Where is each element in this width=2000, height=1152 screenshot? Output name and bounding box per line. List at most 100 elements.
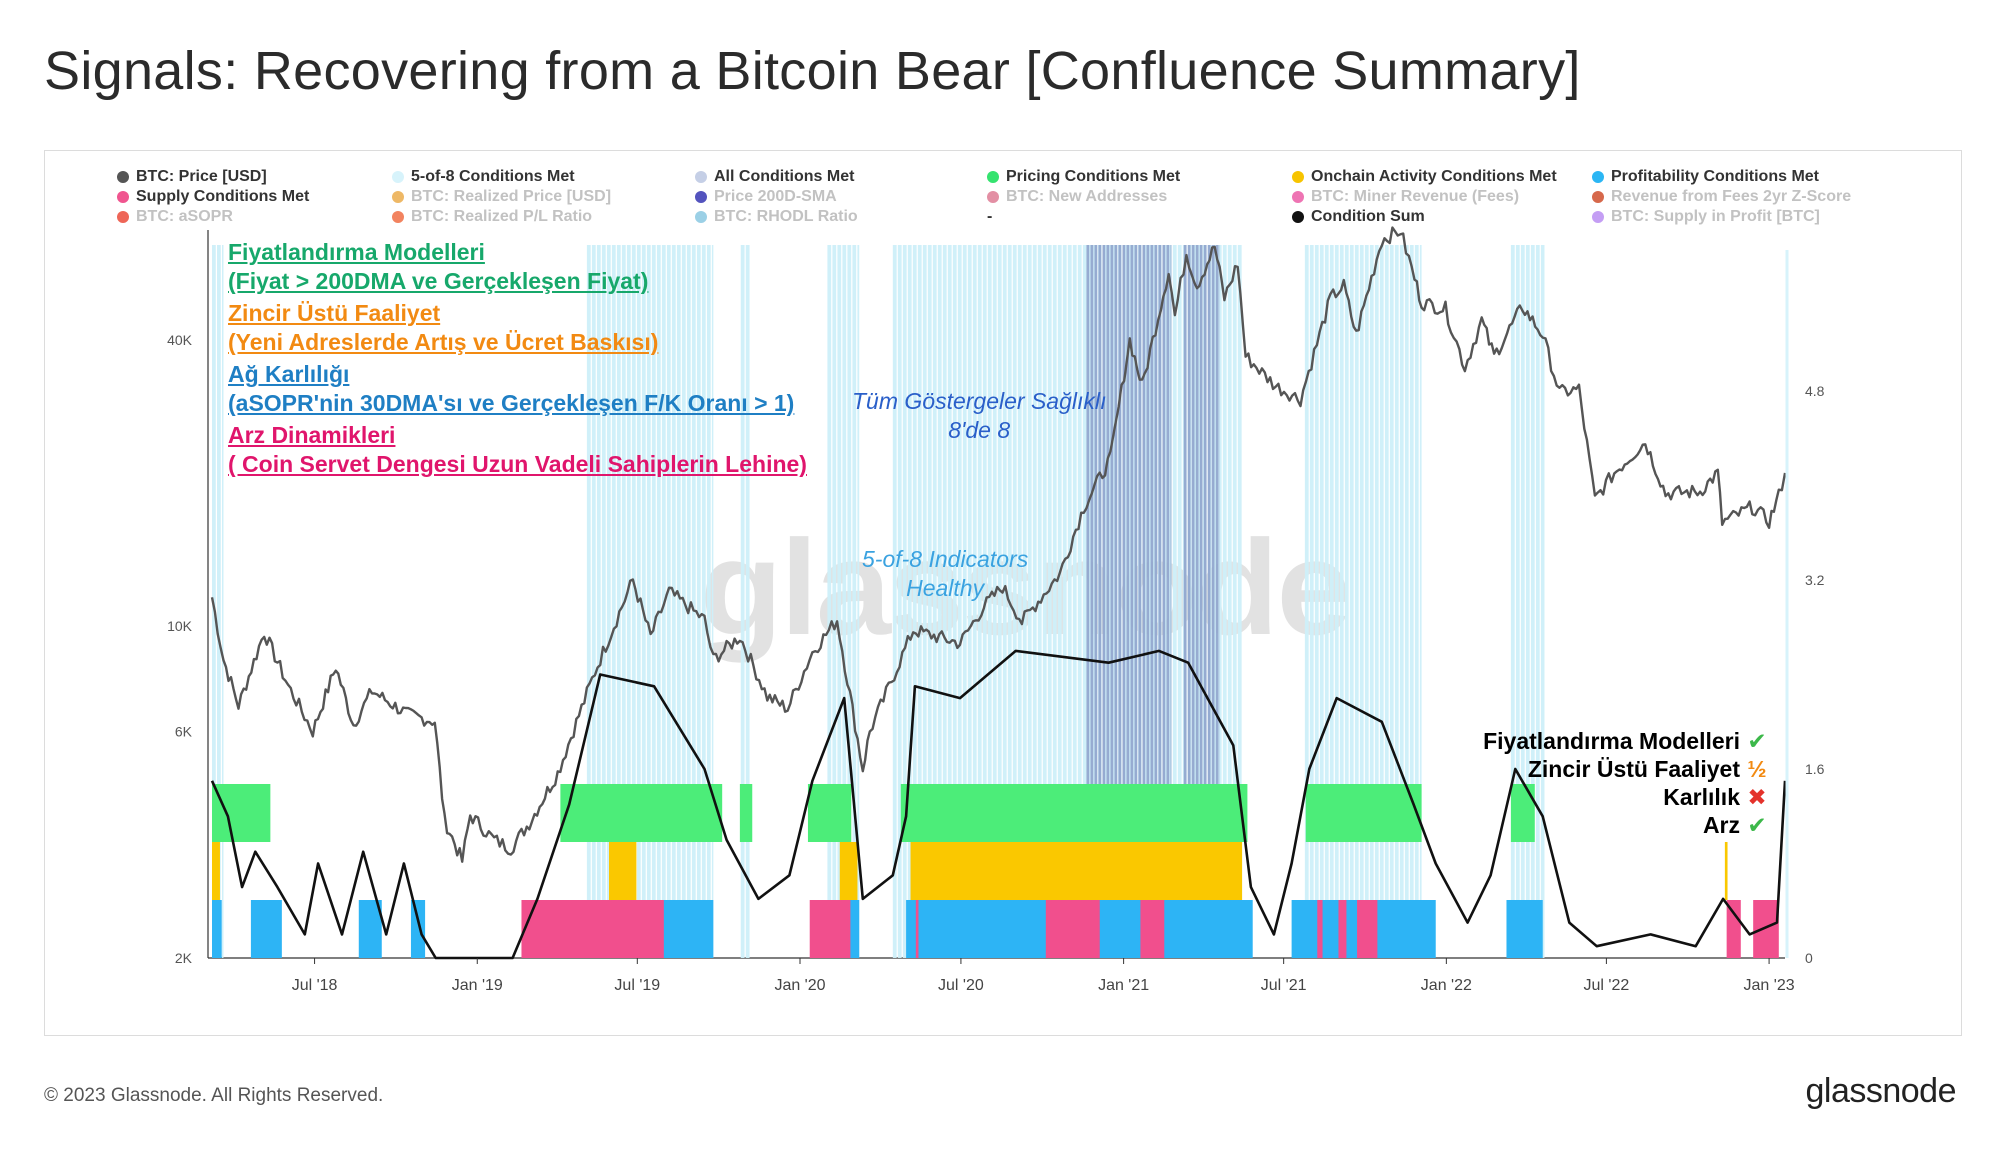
legend-dot-icon (1592, 211, 1604, 223)
condition-band-bar (917, 245, 922, 958)
legend-label: BTC: Realized Price [USD] (411, 188, 612, 205)
condition-band-bar (957, 245, 962, 958)
legend-item[interactable]: Profitability Conditions Met (1592, 168, 1819, 186)
condition-block (609, 842, 637, 900)
condition-band-bar (217, 245, 221, 958)
condition-band-bar (1199, 245, 1203, 958)
summary-status-icon: ½ (1747, 756, 1767, 782)
condition-band-bar (1187, 245, 1191, 958)
legend-item[interactable]: All Conditions Met (695, 168, 854, 186)
condition-band-bar (1170, 245, 1172, 958)
legend-label: BTC: Miner Revenue (Fees) (1311, 188, 1520, 205)
condition-band-bar (857, 245, 860, 958)
condition-block (1045, 900, 1100, 958)
condition-band-bar (997, 245, 1002, 958)
condition-band-bar (1530, 245, 1535, 958)
condition-band-bar (1414, 245, 1419, 958)
legend-item[interactable]: BTC: New Addresses (987, 188, 1167, 206)
condition-band-bar (1222, 245, 1227, 958)
condition-band-bar (656, 245, 661, 958)
condition-band-bar (222, 245, 224, 958)
condition-band-group (1086, 245, 1220, 958)
legend-dot-icon (392, 191, 404, 203)
condition-band-bar (1510, 245, 1515, 958)
condition-band-bar (1379, 245, 1384, 958)
indicator-explanation-line: (Yeni Adreslerde Artış ve Ücret Baskısı) (228, 329, 659, 355)
legend-item[interactable]: 5-of-8 Conditions Met (392, 168, 575, 186)
condition-band-bar (902, 245, 907, 958)
condition-band-bar (1102, 245, 1106, 958)
condition-band-bar (1203, 245, 1207, 958)
condition-band-bar (1540, 245, 1545, 958)
condition-band-bar (1150, 245, 1154, 958)
condition-band-bar (1359, 245, 1364, 958)
condition-band-bar (1107, 245, 1112, 958)
glassnode-logo: glassnode (1805, 1072, 1956, 1110)
legend-item[interactable]: BTC: Price [USD] (117, 168, 267, 186)
x-tick-label: Jan '21 (1098, 977, 1149, 994)
condition-band-bar (912, 245, 917, 958)
condition-band-bar (1082, 245, 1087, 958)
legend-item[interactable]: BTC: Realized Price [USD] (392, 188, 611, 206)
legend-item[interactable]: Supply Conditions Met (117, 188, 309, 206)
x-tick-label: Jan '22 (1421, 977, 1472, 994)
legend-dot-icon (1292, 191, 1304, 203)
legend-label: BTC: New Addresses (1006, 188, 1168, 205)
condition-band-bar (1515, 245, 1520, 958)
condition-band-bar (827, 245, 832, 958)
indicator-explanation-line: ( Coin Servet Dengesi Uzun Vadeli Sahipl… (228, 451, 807, 477)
condition-block (212, 900, 222, 958)
condition-band-bar (631, 245, 636, 958)
condition-band-bar (1166, 245, 1170, 958)
legend-item[interactable]: Onchain Activity Conditions Met (1292, 168, 1557, 186)
condition-band-bar (1334, 245, 1339, 958)
condition-block (900, 784, 1248, 842)
legend-item[interactable]: BTC: aSOPR (117, 208, 233, 226)
condition-band-bar (937, 245, 942, 958)
legend-item[interactable]: Price 200D-SMA (695, 188, 837, 206)
legend-label: Price 200D-SMA (714, 188, 837, 205)
legend-dot-icon (987, 171, 999, 183)
five-of-eight-note: 5-of-8 Indicators Healthy (862, 545, 1028, 603)
condition-band-bar (1344, 245, 1349, 958)
indicator-explanation-line: Ağ Karlılığı (228, 361, 350, 387)
legend-label: BTC: aSOPR (136, 208, 233, 225)
condition-band-bar (676, 245, 681, 958)
legend-item[interactable]: Revenue from Fees 2yr Z-Score (1592, 188, 1851, 206)
legend-item[interactable]: - (987, 208, 992, 226)
condition-band-bar (1086, 245, 1090, 958)
condition-band-bar (606, 245, 611, 958)
condition-band-bar (1374, 245, 1379, 958)
legend-item[interactable]: Pricing Conditions Met (987, 168, 1180, 186)
condition-band-bar (932, 245, 937, 958)
condition-block (250, 900, 282, 958)
legend-dot-icon (1292, 171, 1304, 183)
condition-band-bar (1419, 245, 1422, 958)
condition-band-bar (847, 245, 852, 958)
summary-label: Zincir Üstü Faaliyet (1527, 756, 1740, 782)
condition-block (1510, 784, 1535, 842)
condition-band-bar (591, 245, 596, 958)
condition-band-bar (1127, 245, 1132, 958)
condition-band-bar (962, 245, 967, 958)
condition-band-bar (1002, 245, 1007, 958)
condition-block (1140, 900, 1165, 958)
summary-status-icon: ✔ (1747, 812, 1767, 838)
condition-block (410, 900, 426, 958)
condition-band-bar (1122, 245, 1126, 958)
condition-band-bar (1106, 245, 1110, 958)
legend-item[interactable]: BTC: Realized P/L Ratio (392, 208, 592, 226)
condition-band-bar (1090, 245, 1094, 958)
condition-band-bar (1130, 245, 1134, 958)
legend-item[interactable]: BTC: RHODL Ratio (695, 208, 858, 226)
condition-band-bar (1354, 245, 1359, 958)
legend-item[interactable]: BTC: Miner Revenue (Fees) (1292, 188, 1519, 206)
condition-band-bar (987, 245, 992, 958)
condition-band-bar (1191, 245, 1195, 958)
condition-band-bar (992, 245, 997, 958)
legend-label: Supply Conditions Met (136, 188, 310, 205)
legend-item[interactable]: Condition Sum (1292, 208, 1425, 226)
legend-label: Revenue from Fees 2yr Z-Score (1611, 188, 1852, 205)
legend-label: BTC: Supply in Profit [BTC] (1611, 208, 1820, 225)
legend-item[interactable]: BTC: Supply in Profit [BTC] (1592, 208, 1820, 226)
